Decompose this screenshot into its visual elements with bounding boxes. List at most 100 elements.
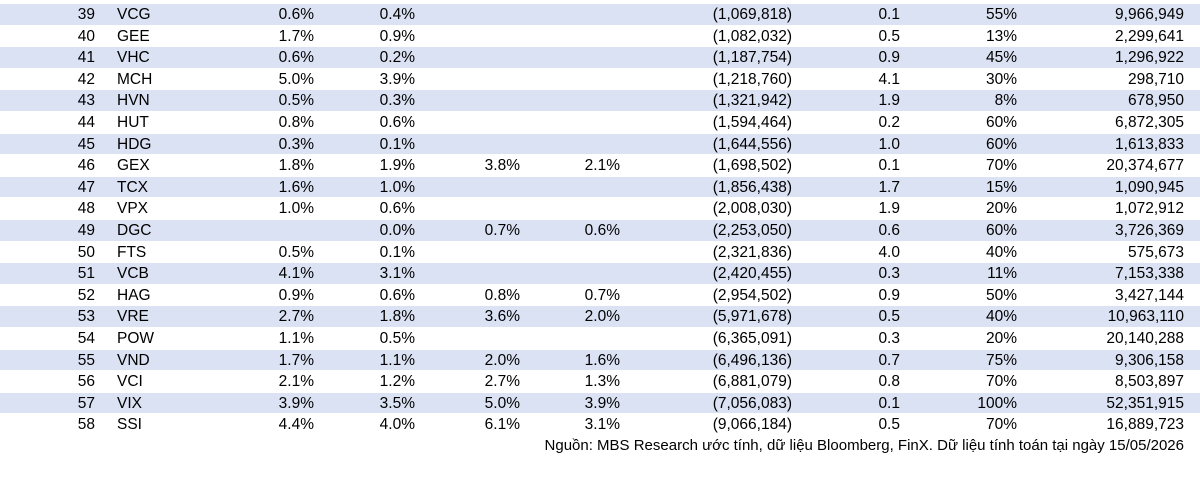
cell-b: 1.2% bbox=[379, 373, 415, 391]
cell-b: 0.1% bbox=[379, 135, 415, 153]
cell-h: 10,963,110 bbox=[1107, 308, 1184, 326]
cell-a: 2.1% bbox=[278, 373, 314, 391]
cell-c: 5.0% bbox=[484, 394, 520, 412]
cell-b: 1.8% bbox=[379, 308, 415, 326]
cell-ticker: GEE bbox=[117, 27, 150, 45]
cell-e: (6,365,091) bbox=[712, 329, 792, 347]
cell-f: 1.0 bbox=[878, 135, 900, 153]
cell-b: 3.9% bbox=[379, 70, 415, 88]
cell-c: 6.1% bbox=[484, 416, 520, 434]
data-table: 39 VCG 0.6% 0.4% (1,069,818) 0.1 55% 9,966,949 4… bbox=[0, 4, 1200, 434]
cell-a: 1.1% bbox=[278, 329, 314, 347]
table-row: 45 HDG 0.3% 0.1% (1,644,556) 1.0 60% 1,613,833 bbox=[0, 133, 1200, 156]
cell-h: 16,889,723 bbox=[1106, 416, 1184, 434]
cell-d: 0.6% bbox=[584, 221, 620, 239]
cell-d: 2.1% bbox=[584, 157, 620, 175]
cell-f: 0.9 bbox=[878, 49, 900, 67]
cell-ticker: VCG bbox=[117, 6, 151, 23]
cell-no: 58 bbox=[77, 416, 95, 434]
cell-g: 13% bbox=[985, 27, 1017, 45]
cell-f: 1.9 bbox=[878, 200, 900, 218]
table-row: 46 GEX 1.8% 1.9% 3.8% 2.1% (1,698,502) 0.1 70% 20… bbox=[0, 155, 1200, 177]
cell-no: 52 bbox=[77, 286, 95, 304]
cell-f: 1.7 bbox=[878, 178, 900, 196]
cell-c: 0.7% bbox=[484, 221, 520, 239]
cell-b: 0.4% bbox=[379, 6, 415, 23]
cell-e: (1,082,032) bbox=[712, 27, 792, 45]
cell-a: 4.4% bbox=[278, 416, 314, 434]
cell-c: 2.0% bbox=[484, 351, 520, 369]
table-row: 40 GEE 1.7% 0.9% (1,082,032) 0.5 13% 2,299,641 bbox=[0, 26, 1200, 48]
table-row: 56 VCI 2.1% 1.2% 2.7% 1.3% (6,881,079) 0.8 70% 8,… bbox=[0, 371, 1200, 393]
cell-e: (1,698,502) bbox=[712, 157, 792, 175]
table-row: 42 MCH 5.0% 3.9% (1,218,760) 4.1 30% 298,710 bbox=[0, 69, 1200, 91]
cell-a: 2.7% bbox=[278, 308, 314, 326]
cell-no: 55 bbox=[77, 351, 95, 369]
cell-no: 43 bbox=[77, 92, 95, 110]
cell-a: 4.1% bbox=[278, 265, 314, 283]
cell-d: 0.7% bbox=[584, 286, 620, 304]
cell-d: 2.0% bbox=[584, 308, 620, 326]
cell-f: 0.5 bbox=[878, 416, 900, 434]
cell-g: 30% bbox=[985, 70, 1017, 88]
cell-h: 7,153,338 bbox=[1115, 265, 1184, 283]
cell-h: 1,072,912 bbox=[1115, 200, 1184, 218]
cell-e: (7,056,083) bbox=[712, 394, 792, 412]
cell-c: 3.6% bbox=[484, 308, 520, 326]
cell-b: 0.3% bbox=[379, 92, 415, 110]
table-row: 41 VHC 0.6% 0.2% (1,187,754) 0.9 45% 1,296,922 bbox=[0, 47, 1200, 69]
cell-h: 1,090,945 bbox=[1115, 178, 1184, 196]
cell-no: 42 bbox=[77, 70, 95, 88]
cell-ticker: VIX bbox=[117, 394, 142, 412]
cell-ticker: VCI bbox=[117, 373, 143, 391]
cell-d: 1.3% bbox=[584, 373, 620, 391]
cell-ticker: VPX bbox=[117, 200, 149, 218]
cell-ticker: FTS bbox=[117, 243, 147, 261]
cell-a: 0.3% bbox=[278, 135, 314, 153]
cell-g: 60% bbox=[985, 221, 1017, 239]
cell-h: 3,726,369 bbox=[1115, 221, 1184, 239]
cell-b: 0.2% bbox=[379, 49, 415, 67]
cell-b: 1.0% bbox=[379, 178, 415, 196]
cell-b: 3.1% bbox=[379, 265, 415, 283]
cell-e: (9,066,184) bbox=[712, 416, 792, 434]
cell-f: 0.8 bbox=[878, 373, 900, 391]
table-row: 44 HUT 0.8% 0.6% (1,594,464) 0.2 60% 6,872,305 bbox=[0, 112, 1200, 134]
cell-b: 1.9% bbox=[379, 157, 415, 175]
cell-f: 0.3 bbox=[878, 265, 900, 283]
cell-h: 575,673 bbox=[1127, 243, 1184, 261]
cell-g: 40% bbox=[985, 243, 1017, 261]
table-row: 52 HAG 0.9% 0.6% 0.8% 0.7% (2,954,502) 0.9 50% 3,… bbox=[0, 285, 1200, 307]
cell-e: (1,187,754) bbox=[712, 49, 792, 67]
cell-h: 52,351,915 bbox=[1106, 394, 1184, 412]
cell-h: 678,950 bbox=[1127, 92, 1184, 110]
cell-e: (1,218,760) bbox=[712, 70, 792, 88]
cell-g: 60% bbox=[985, 113, 1017, 131]
cell-b: 0.1% bbox=[379, 243, 415, 261]
cell-b: 0.0% bbox=[379, 221, 415, 239]
cell-h: 8,503,897 bbox=[1115, 373, 1184, 391]
cell-f: 0.5 bbox=[878, 308, 900, 326]
cell-g: 40% bbox=[985, 308, 1017, 326]
cell-no: 56 bbox=[77, 373, 95, 391]
cell-e: (2,420,455) bbox=[712, 265, 792, 283]
cell-a: 1.7% bbox=[278, 27, 314, 45]
cell-e: (2,008,030) bbox=[712, 200, 792, 218]
cell-d: 1.6% bbox=[584, 351, 620, 369]
cell-ticker: HAG bbox=[117, 286, 151, 304]
cell-e: (1,856,438) bbox=[712, 178, 792, 196]
cell-g: 20% bbox=[985, 329, 1017, 347]
cell-g: 45% bbox=[985, 49, 1017, 67]
cell-f: 0.1 bbox=[878, 157, 900, 175]
table-row: 50 FTS 0.5% 0.1% (2,321,836) 4.0 40% 575,673 bbox=[0, 242, 1200, 264]
cell-b: 0.6% bbox=[379, 200, 415, 218]
table-row: 47 TCX 1.6% 1.0% (1,856,438) 1.7 15% 1,090,945 bbox=[0, 176, 1200, 199]
cell-a: 0.9% bbox=[278, 286, 314, 304]
cell-e: (1,321,942) bbox=[712, 92, 792, 110]
cell-b: 3.5% bbox=[379, 394, 415, 412]
cell-e: (1,644,556) bbox=[712, 135, 792, 153]
cell-no: 39 bbox=[77, 6, 95, 23]
cell-c: 0.8% bbox=[484, 286, 520, 304]
cell-b: 0.6% bbox=[379, 113, 415, 131]
cell-no: 45 bbox=[77, 135, 95, 153]
